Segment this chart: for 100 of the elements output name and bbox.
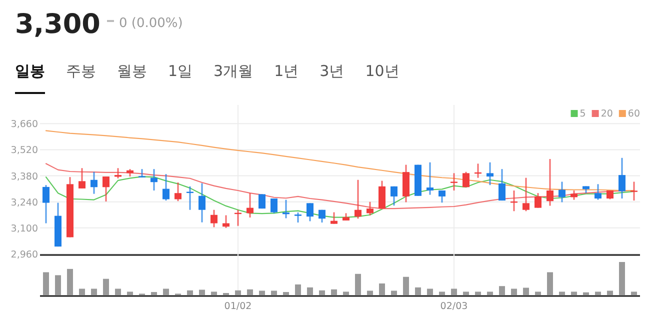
bar [355, 274, 361, 295]
candlestick [558, 180, 566, 203]
bar [607, 290, 613, 295]
bar [415, 287, 421, 295]
chart-subtitle: 0 (0.00%) [119, 16, 183, 31]
text: 3개월 [214, 62, 254, 80]
bar [43, 272, 49, 295]
candlestick [306, 202, 314, 222]
chart-title: 3,300 [15, 9, 100, 40]
candlestick [522, 177, 530, 212]
legend-label: 60 [628, 108, 640, 120]
bar [283, 292, 289, 295]
text: 1일 [168, 62, 193, 80]
bar [271, 290, 277, 295]
bar [571, 292, 577, 295]
candlestick [150, 168, 158, 192]
candlestick [450, 172, 458, 192]
bar [343, 292, 349, 295]
bar [595, 292, 601, 295]
y-tick-label: 2,960 [10, 250, 38, 260]
y-tick-label: 3,660 [10, 119, 38, 130]
candlestick [318, 209, 326, 224]
y-tick-label: 3,380 [10, 171, 38, 182]
bar [187, 290, 193, 295]
candlestick [486, 162, 494, 186]
candlestick [618, 157, 626, 200]
bar [55, 275, 61, 295]
candlestick [90, 171, 98, 195]
text: 주봉 [66, 62, 96, 80]
candlestick [462, 171, 470, 188]
legend-label: 5 [580, 108, 586, 120]
bar [319, 290, 325, 295]
bar [631, 292, 637, 295]
candlestick [42, 184, 50, 224]
bar [619, 262, 625, 295]
bar [91, 288, 97, 295]
candlestick [630, 180, 638, 202]
bar [451, 288, 457, 295]
bar [79, 288, 85, 295]
candlestick [438, 190, 446, 204]
legend-label: 20 [600, 108, 613, 120]
candlestick [174, 182, 182, 202]
bar [367, 290, 373, 295]
bar [103, 278, 109, 295]
candlestick [294, 212, 302, 224]
bar [487, 292, 493, 295]
candlestick [330, 212, 338, 225]
bar [463, 292, 469, 295]
bar [379, 283, 385, 295]
bar [499, 286, 505, 295]
x-tick-label: 02/03 [440, 301, 468, 312]
x-tick-label: 01/02 [224, 301, 252, 312]
y-tick-label: 3,240 [10, 197, 38, 208]
candlestick [258, 193, 266, 210]
bar [151, 292, 157, 295]
y-tick-label: 3,520 [10, 145, 38, 156]
bar [535, 292, 541, 295]
text: 3년 [320, 62, 344, 80]
candlestick [390, 186, 398, 206]
candlestick [546, 158, 554, 207]
bar [211, 292, 217, 295]
candlestick [102, 176, 110, 202]
bar [235, 290, 241, 295]
bar [475, 292, 481, 295]
text: 1년 [274, 62, 299, 80]
candlestick [246, 192, 254, 218]
bar [199, 290, 205, 295]
candlestick [354, 179, 362, 220]
bar [511, 288, 517, 295]
bar [391, 290, 397, 295]
bar [583, 292, 589, 295]
bar [259, 290, 265, 295]
bar [247, 289, 253, 295]
candlestick [594, 183, 602, 201]
candlestick [366, 201, 374, 216]
bar [163, 288, 169, 295]
candlestick [378, 180, 386, 210]
candlestick [270, 198, 278, 214]
bar [67, 268, 73, 295]
bar [115, 288, 121, 295]
bar [127, 292, 133, 295]
bar [331, 289, 337, 295]
bar [559, 292, 565, 295]
bar [523, 288, 529, 295]
bar [439, 292, 445, 295]
bar [547, 272, 553, 295]
bar [403, 276, 409, 295]
bar [307, 287, 313, 295]
text: 월봉 [117, 62, 147, 80]
candlestick [426, 162, 434, 196]
y-tick-label: 3,100 [10, 223, 38, 234]
text: 일봉 [15, 62, 45, 80]
candlestick [162, 173, 170, 202]
text: 10년 [365, 62, 400, 80]
candlestick [78, 167, 86, 190]
bar [295, 284, 301, 295]
candlestick [198, 182, 206, 224]
candlestick [210, 209, 218, 228]
candlestick [498, 168, 506, 202]
candlestick [534, 192, 542, 209]
